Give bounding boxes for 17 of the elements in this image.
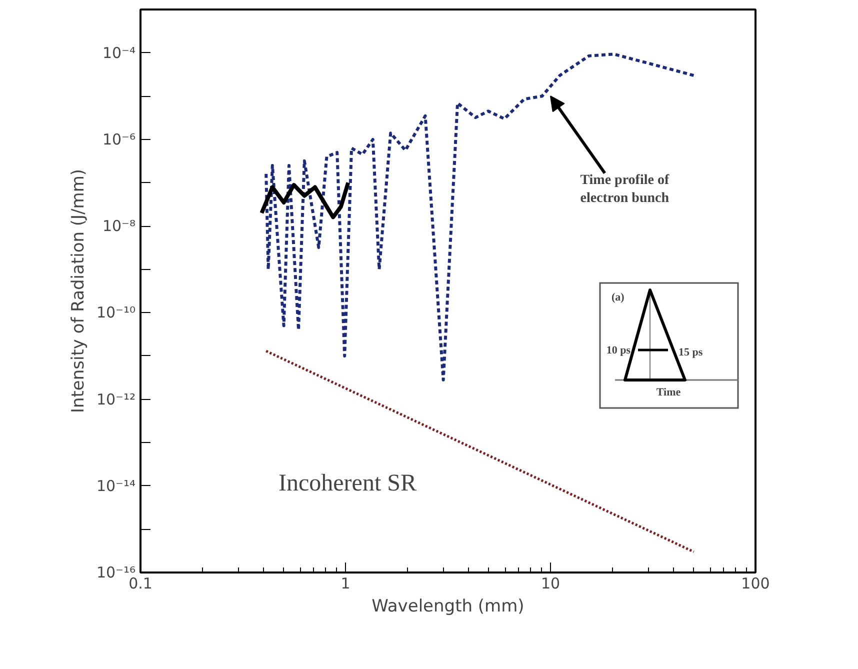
x-tick-label: 100 [741, 574, 770, 592]
annotation: Incoherent SR [278, 470, 416, 496]
x-axis-title: Wavelength (mm) [372, 596, 524, 616]
annotation: Time [656, 386, 681, 398]
annotation: (a) [612, 292, 625, 304]
y-tick-label: 10⁻¹⁴ [96, 476, 136, 495]
y-axis-title: Intensity of Radiation (J/mm) [68, 168, 88, 414]
y-tick-label: 10⁻¹⁰ [96, 304, 136, 322]
annotation: 10 ps [606, 344, 632, 356]
annotation: Time profile of electron bunch [580, 173, 670, 206]
x-tick-label: 1 [340, 574, 350, 592]
y-tick-label: 10⁻⁶ [102, 130, 136, 148]
x-tick-label: 10 [540, 574, 560, 592]
y-tick-label: 10⁻⁴ [102, 44, 136, 62]
annotation: 15 ps [678, 346, 704, 358]
y-tick-label: 10⁻⁸ [102, 217, 136, 236]
y-tick-label: 10⁻¹² [96, 390, 136, 408]
